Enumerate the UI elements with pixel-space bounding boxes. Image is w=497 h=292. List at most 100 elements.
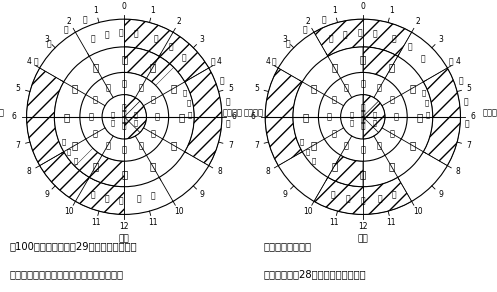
Text: 10: 10 <box>303 207 313 216</box>
Text: 村: 村 <box>322 15 326 25</box>
Text: 後: 後 <box>111 119 115 126</box>
Text: 丑: 丑 <box>388 62 395 72</box>
Text: 前: 前 <box>134 119 138 126</box>
Text: 酉: 酉 <box>64 112 70 122</box>
Text: 島: 島 <box>74 157 78 164</box>
Text: 7: 7 <box>467 141 471 150</box>
Text: 午: 午 <box>372 111 376 118</box>
Text: 寅: 寅 <box>151 96 156 105</box>
Text: 亥: 亥 <box>331 62 337 72</box>
Polygon shape <box>314 177 412 214</box>
Text: 寅: 寅 <box>409 83 415 93</box>
Text: 巳: 巳 <box>138 141 144 150</box>
Text: 9: 9 <box>438 190 443 199</box>
Text: 申: 申 <box>72 140 78 150</box>
Text: 辰: 辰 <box>409 140 415 150</box>
Text: ・: ・ <box>119 29 124 38</box>
Text: 申: 申 <box>310 140 317 150</box>
Polygon shape <box>363 47 398 78</box>
Text: 子: 子 <box>360 79 365 88</box>
Text: 2: 2 <box>415 17 420 26</box>
Polygon shape <box>265 68 302 166</box>
Text: 未: 未 <box>92 161 99 171</box>
Text: 寅: 寅 <box>389 96 394 105</box>
Text: 7: 7 <box>254 141 259 150</box>
Text: 戌: 戌 <box>310 83 317 93</box>
Text: 昼: 昼 <box>122 122 127 131</box>
Polygon shape <box>124 19 209 82</box>
Text: 巳: 巳 <box>388 161 395 171</box>
Text: 半: 半 <box>119 196 124 205</box>
Text: 6: 6 <box>470 112 475 121</box>
Text: 承応３年６月28日まで　さけ川番水: 承応３年６月28日まで さけ川番水 <box>263 269 366 279</box>
Text: 酉: 酉 <box>88 112 93 121</box>
Text: 田: 田 <box>408 43 412 52</box>
Text: 院: 院 <box>225 98 230 107</box>
Text: 島: 島 <box>90 35 95 44</box>
Text: 卯: 卯 <box>394 112 399 121</box>
Text: 午: 午 <box>349 111 353 118</box>
Text: 山: 山 <box>343 30 348 39</box>
Text: 巳: 巳 <box>150 161 156 171</box>
Text: 未: 未 <box>343 141 349 150</box>
Text: ・: ・ <box>378 194 383 203</box>
Text: 申: 申 <box>331 129 336 138</box>
Polygon shape <box>328 155 363 187</box>
Text: 大: 大 <box>272 57 277 66</box>
Text: 卯: 卯 <box>155 112 160 121</box>
Text: 8: 8 <box>265 167 270 176</box>
Text: 12: 12 <box>358 222 368 231</box>
Polygon shape <box>185 68 222 166</box>
Text: 日の入５: 日の入５ <box>223 108 243 117</box>
Text: ６日の出: ６日の出 <box>244 108 264 117</box>
Text: 6: 6 <box>12 112 17 121</box>
Text: 丑: 丑 <box>150 62 156 72</box>
Text: 島: 島 <box>329 35 334 44</box>
Text: 院: 院 <box>64 26 68 35</box>
Text: 亥: 亥 <box>343 84 349 93</box>
Text: 0: 0 <box>122 2 127 11</box>
Text: 午: 午 <box>360 169 366 179</box>
Text: 5: 5 <box>228 84 233 93</box>
Text: 3: 3 <box>438 35 443 44</box>
Text: 半: 半 <box>360 196 365 205</box>
Text: 山: 山 <box>392 190 397 199</box>
Text: 生: 生 <box>285 40 290 49</box>
Text: 11: 11 <box>91 218 100 227</box>
Text: 4: 4 <box>265 57 270 66</box>
Text: 大: 大 <box>449 57 454 66</box>
Text: 図100　承応３年６月29日　さけ川之井水: 図100 承応３年６月29日 さけ川之井水 <box>10 241 138 251</box>
Text: 午: 午 <box>111 111 115 118</box>
Text: 上: 上 <box>300 138 304 145</box>
Text: 11: 11 <box>387 218 396 227</box>
Polygon shape <box>27 68 64 166</box>
Text: 村: 村 <box>421 54 425 63</box>
Text: 昼: 昼 <box>360 122 365 131</box>
Text: 未: 未 <box>331 161 337 171</box>
Text: 川: 川 <box>67 148 71 155</box>
Text: ６日の出: ６日の出 <box>483 108 497 117</box>
Text: 5: 5 <box>16 84 20 93</box>
Text: 後: 後 <box>349 119 353 126</box>
Text: 午: 午 <box>360 116 365 125</box>
Text: 村: 村 <box>465 120 469 128</box>
Text: 申: 申 <box>93 129 98 138</box>
Text: 山: 山 <box>151 191 155 200</box>
Polygon shape <box>314 19 412 56</box>
Text: 7: 7 <box>16 141 20 150</box>
Text: 9: 9 <box>283 190 288 199</box>
Text: 島: 島 <box>312 157 316 164</box>
Text: 村: 村 <box>90 190 95 199</box>
Text: 上: 上 <box>183 89 187 95</box>
Polygon shape <box>40 152 124 214</box>
Text: 村: 村 <box>226 120 231 128</box>
Text: 子: 子 <box>121 55 127 65</box>
Text: 村: 村 <box>83 15 87 25</box>
Text: 子: 子 <box>360 109 365 118</box>
Text: 0: 0 <box>360 2 365 11</box>
Text: 11: 11 <box>148 218 158 227</box>
Text: 1: 1 <box>389 6 394 15</box>
Text: 9: 9 <box>44 190 49 199</box>
Text: 田: 田 <box>104 194 109 203</box>
Text: 1: 1 <box>93 6 98 15</box>
